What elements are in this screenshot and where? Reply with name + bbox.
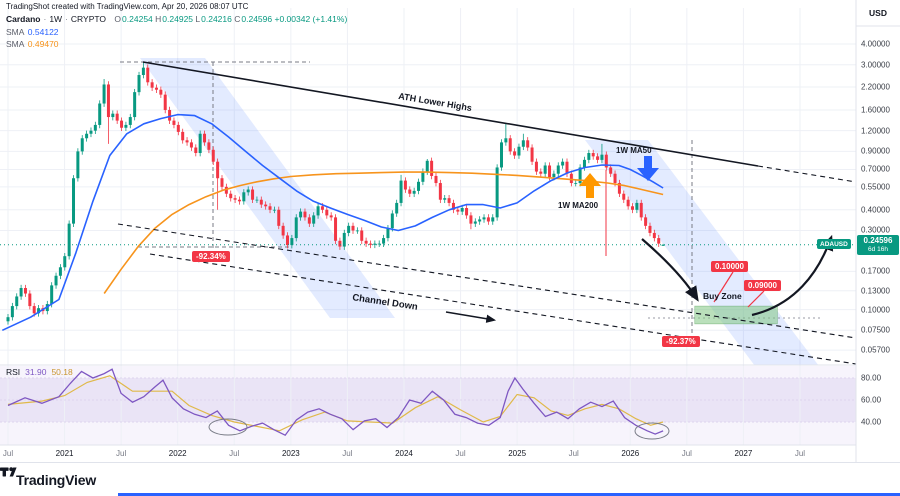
change-value: +0.00342 (+1.41%) [274,14,348,24]
time-tick-label: 2027 [734,449,753,458]
time-tick-label: Jul [342,449,353,458]
time-tick-label: Jul [794,449,806,458]
price-tick-label: 0.13000 [861,286,890,296]
time-tick-label: 2025 [508,449,527,458]
ma50-label[interactable]: 1W MA50 [616,146,652,155]
bar-countdown: 6d 16h [868,246,888,253]
price-tick-label: 0.90000 [861,146,890,156]
last-price-axis-badge: 0.24596 6d 16h [857,235,899,255]
price-tick-label: 2.20000 [861,82,890,92]
ma200-up-arrow-icon [579,173,601,198]
price-tick-label: 0.55000 [861,182,890,192]
time-tick-label: 2022 [168,449,187,458]
time-tick-label: 2024 [395,449,413,458]
measure-badge-2[interactable]: -92.37% [662,336,700,347]
candlesticks [6,62,665,325]
pane-frame [0,0,900,462]
price-tick-label: 1.20000 [861,126,890,136]
price-tick-label: 1.60000 [861,105,890,115]
ma200-line [103,171,664,294]
price-tick-label: 3.00000 [861,60,890,70]
time-tick-label: Jul [2,449,14,458]
projection-down-arrow [641,238,699,302]
price-level-badge-2[interactable]: 0.09000 [744,280,781,291]
rsi-line [7,368,664,437]
ma50-down-arrow-icon [637,156,659,181]
time-tick-label: Jul [681,449,692,458]
interval-label[interactable]: 1W [49,14,63,24]
ma50-line [1,113,664,332]
moving-averages [1,113,664,332]
price-tick-label: 0.17000 [861,266,890,276]
ohlc-values: O0.24254 H0.24925 L0.24216 C0.24596 +0.0… [114,14,348,24]
tradingview-logo[interactable]: TradingView [0,467,96,488]
bottom-accent-line [118,493,900,496]
rsi-plot [7,368,670,440]
attribution-text: TradingShot created with TradingView.com… [6,2,249,11]
price-tick-label: 0.10000 [861,305,890,315]
price-level-badge-1[interactable]: 0.10000 [711,261,748,272]
sma50-legend[interactable]: SMA 0.54122 [6,27,59,37]
price-tick-label: 0.07500 [861,325,890,335]
measure-badge-1[interactable]: -92.34% [192,251,230,262]
rsi-legend[interactable]: RSI 31.90 50.18 [6,367,73,377]
rsi-tick-label: 40.00 [861,417,882,427]
chart-canvas[interactable] [0,0,900,462]
trendlines[interactable] [117,61,857,365]
rsi-tick-label: 60.00 [861,395,882,405]
time-tick-label: 2021 [55,449,74,458]
channel-direction-arrow [445,311,497,323]
symbol-name[interactable]: Cardano [6,14,41,24]
price-tick-label: 0.30000 [861,225,890,235]
time-tick-label: 2023 [281,449,300,458]
price-tick-label: 0.40000 [861,205,890,215]
rsi-tick-label: 80.00 [861,373,882,383]
price-tick-label: 0.05700 [861,345,890,355]
time-tick-label: 2026 [621,449,640,458]
symbol-price-tag: ADAUSD [817,239,851,249]
footer-bar: TradingView [0,462,900,496]
time-tick-label: Jul [568,449,579,458]
time-tick-label: Jul [116,449,127,458]
rsi-oversold-circle-1 [208,418,248,436]
exchange-label: CRYPTO [70,14,107,24]
currency-axis-label[interactable]: USD [869,8,887,18]
symbol-legend[interactable]: Cardano · 1W · CRYPTO O0.24254 H0.24925 L0.2… [6,14,348,24]
tradingview-logo-icon [0,467,17,477]
buy-zone-box[interactable] [694,305,778,325]
annotation-arrows[interactable] [445,156,834,323]
rsi-oversold-circle-2 [634,422,670,440]
projection-up-arrow [751,234,834,317]
rsi-ma-line [7,375,664,432]
sma200-legend[interactable]: SMA 0.49470 [6,39,59,49]
time-tick-label: Jul [455,449,466,458]
price-tick-label: 4.00000 [861,39,890,49]
time-tick-label: Jul [229,449,240,458]
ma200-label[interactable]: 1W MA200 [558,201,599,210]
price-tick-label: 0.70000 [861,164,890,174]
buy-zone-label[interactable]: Buy Zone [703,291,742,301]
